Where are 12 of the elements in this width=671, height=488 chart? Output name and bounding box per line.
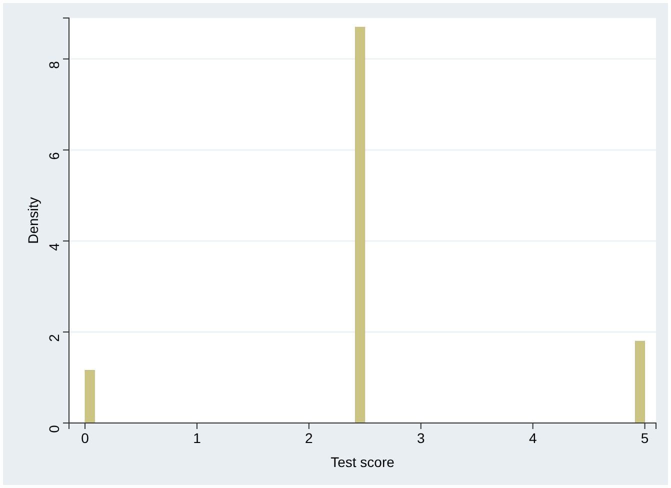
x-tick-label: 5: [640, 430, 649, 446]
y-tick-label: 6: [46, 152, 62, 160]
x-tick-label: 4: [528, 430, 537, 446]
y-tick-label: 8: [46, 60, 62, 69]
x-tick-label: 1: [193, 430, 202, 446]
x-tick-label: 0: [81, 430, 90, 446]
x-axis-title: Test score: [330, 454, 395, 470]
x-tick-label: 3: [416, 430, 425, 446]
x-tick-label: 2: [305, 430, 314, 446]
y-tick-label: 4: [46, 242, 62, 251]
y-axis-title: Density: [25, 197, 41, 244]
y-tick-label: 2: [46, 334, 62, 342]
